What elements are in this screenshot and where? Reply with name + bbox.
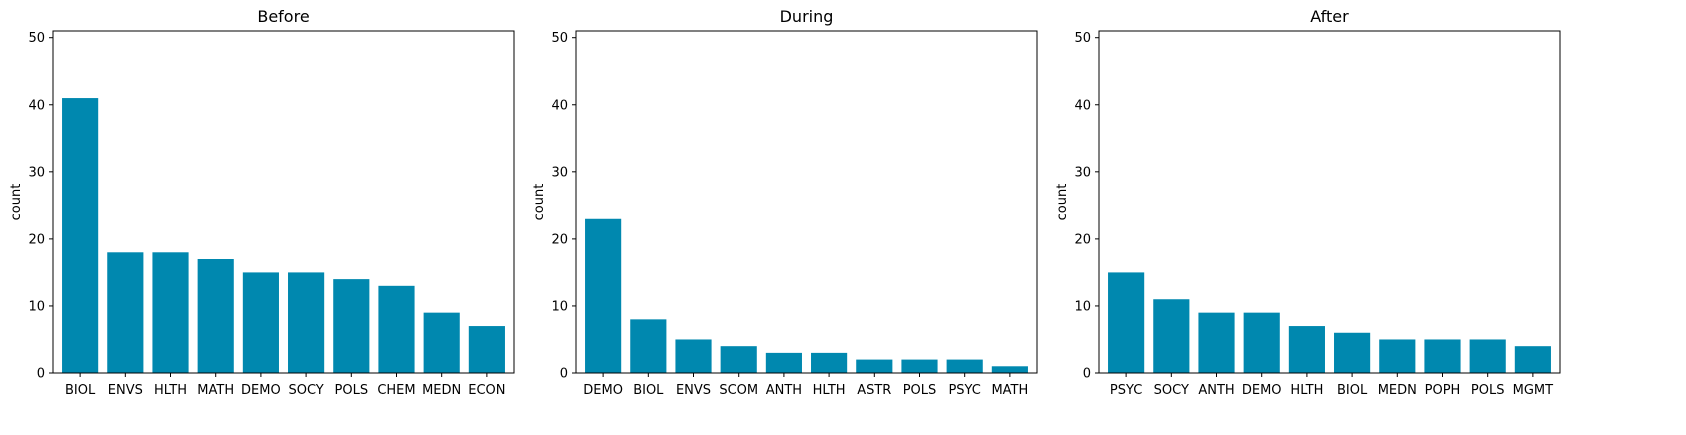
y-tick-label: 30 [551,165,568,180]
bar-scom [720,346,757,373]
bar-pols [333,279,370,373]
x-tick-label: MEDN [422,383,461,398]
x-tick-label: POLS [903,383,937,398]
bar-mgmt [1514,346,1551,373]
x-tick-label: POLS [335,383,369,398]
y-tick-label: 20 [1074,232,1091,247]
y-tick-label: 40 [551,98,568,113]
x-tick-label: ANTH [1198,383,1234,398]
bar-pols [901,359,938,373]
x-tick-label: HLTH [154,383,187,398]
bar-demo [242,272,279,373]
bar-econ [468,326,505,373]
bar-anth [1198,312,1235,373]
x-tick-label: POPH [1425,383,1461,398]
axes-frame [52,30,515,374]
bar-poph [1424,339,1461,373]
x-tick-label: MEDN [1378,383,1417,398]
x-tick-label: SOCY [1154,383,1189,398]
y-tick-label: 10 [28,299,45,314]
x-tick-label: ASTR [857,383,891,398]
y-tick-label: 0 [37,367,45,382]
x-tick-label: DEMO [241,383,281,398]
x-tick-label: DEMO [583,383,623,398]
bar-biol [630,319,667,373]
bar-astr [856,359,893,373]
x-tick-label: MATH [197,383,234,398]
chart-panel-after: PSYC SOCY ANTH DEMO HLTH BIOL MEDN POPH POLS MGMT… [1055,7,1561,398]
y-tick-label: 30 [28,165,45,180]
x-tick-label: PSYC [1110,383,1142,398]
x-tick-label: BIOL [1337,383,1368,398]
y-tick-label: 40 [28,98,45,113]
chart-panel-during: DEMO BIOL ENVS SCOM ANTH HLTH ASTR POLS PSYC MATH… [532,7,1038,398]
bar-hlth [811,352,848,373]
x-tick-label: BIOL [65,383,96,398]
x-tick-label: MATH [991,383,1028,398]
y-axis-label: count [1055,184,1070,221]
bar-hlth [1288,326,1325,373]
bar-math [991,366,1028,373]
bar-psyc [946,359,983,373]
y-tick-label: 10 [551,299,568,314]
axes-frame [575,30,1038,374]
x-tick-label: BIOL [633,383,664,398]
bar-envs [675,339,712,373]
x-tick-label: DEMO [1242,383,1282,398]
y-axis-label: count [9,184,24,221]
x-tick-label: ANTH [766,383,802,398]
x-tick-label: MGMT [1513,383,1554,398]
y-tick-label: 0 [560,367,568,382]
x-tick-label: ENVS [108,383,143,398]
y-tick-label: 50 [551,31,568,46]
bar-medn [1379,339,1416,373]
y-tick-label: 30 [1074,165,1091,180]
y-axis-label: count [532,184,547,221]
y-tick-label: 20 [551,232,568,247]
x-tick-label: SOCY [288,383,323,398]
bar-psyc [1108,272,1145,373]
bar-chem [378,285,415,373]
y-tick-label: 20 [28,232,45,247]
x-tick-label: HLTH [1290,383,1323,398]
bar-biol [1334,332,1371,373]
x-tick-label: POLS [1471,383,1505,398]
bar-socy [1153,299,1190,373]
bar-socy [288,272,325,373]
x-tick-label: ENVS [676,383,711,398]
bar-demo [1243,312,1280,373]
chart-title: During [780,7,834,26]
bar-biol [62,98,99,373]
y-tick-label: 0 [1083,367,1091,382]
bar-anth [765,352,802,373]
y-tick-label: 50 [28,31,45,46]
x-tick-label: PSYC [948,383,980,398]
x-tick-label: SCOM [719,383,758,398]
y-tick-label: 10 [1074,299,1091,314]
bar-envs [107,252,144,373]
y-tick-label: 40 [1074,98,1091,113]
bar-pols [1469,339,1506,373]
y-tick-label: 50 [1074,31,1091,46]
x-tick-label: HLTH [813,383,846,398]
chart-title: After [1310,7,1349,26]
x-tick-label: ECON [468,383,505,398]
x-tick-label: CHEM [377,383,415,398]
bar-demo [585,218,622,373]
chart-title: Before [257,7,309,26]
bar-hlth [152,252,189,373]
bar-medn [423,312,460,373]
axes-frame [1098,30,1561,374]
chart-panel-before: BIOL ENVS HLTH MATH DEMO SOCY POLS CHEM MEDN ECON… [9,7,515,398]
bar-math [197,259,234,373]
